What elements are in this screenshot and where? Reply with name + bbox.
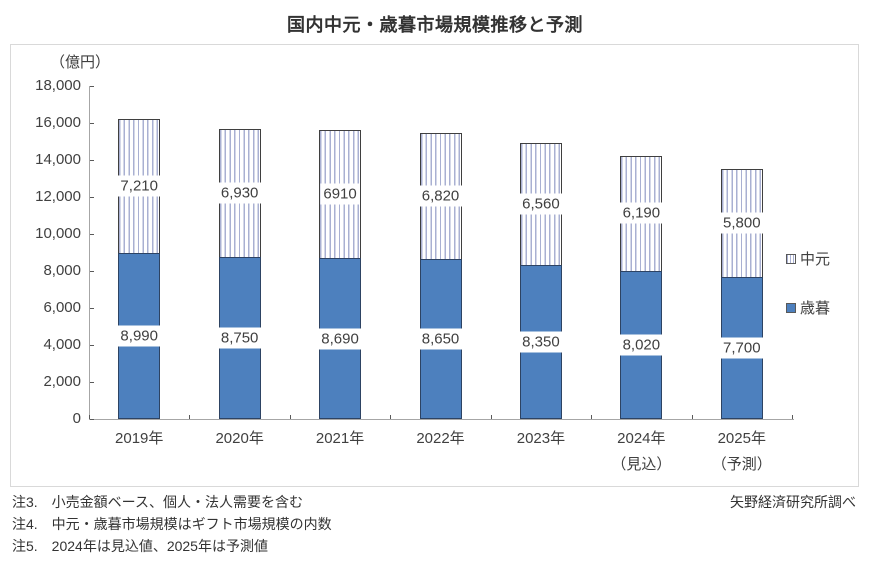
- data-label-chugen: 6,560: [519, 193, 563, 215]
- x-axis-tick: [591, 415, 593, 419]
- note-line-5: 注5. 2024年は見込値、2025年は予測値: [12, 538, 268, 554]
- plot-area: 0 2,000 4,000 6,000 8,000 10,000 12,000 14,000 1…: [35, 77, 794, 473]
- y-axis-tick-label: 14,000: [35, 151, 81, 168]
- x-axis-category-label: 2022年: [416, 430, 465, 447]
- y-axis-tick-label: 2,000: [43, 373, 81, 390]
- data-label-chugen: 7,210: [117, 175, 161, 197]
- y-axis-tick: [90, 122, 94, 124]
- data-label-seibo: 8,650: [418, 328, 463, 350]
- x-axis-category-label: 2019年: [115, 430, 164, 447]
- data-label-seibo: 8,690: [318, 328, 362, 350]
- data-label-seibo: 8,750: [217, 327, 262, 349]
- x-axis-category-label: 2021年: [315, 430, 365, 447]
- legend-label-chugen: 中元: [800, 251, 831, 268]
- chart-title: 国内中元・歳暮市場規模推移と予測: [287, 15, 583, 35]
- x-axis-tick: [189, 415, 191, 419]
- y-axis-tick: [90, 196, 94, 198]
- data-label-chugen: 6,930: [217, 182, 262, 204]
- y-axis-tick-label: 16,000: [35, 114, 81, 131]
- y-axis-unit-label: （億円）: [49, 54, 110, 71]
- y-axis-tick-label: 8,000: [43, 262, 81, 279]
- y-axis-tick-label: 4,000: [43, 336, 81, 353]
- data-label-chugen: 6910: [320, 183, 360, 205]
- y-axis-tick-label: 12,000: [35, 188, 81, 205]
- chugen-hatch-swatch-icon: [786, 253, 796, 264]
- data-label-chugen: 6,820: [418, 185, 463, 207]
- y-axis-tick-label: 6,000: [43, 299, 81, 316]
- x-axis-category-label: 2023年: [516, 430, 566, 447]
- x-axis-tick: [691, 415, 693, 419]
- x-axis-line: [89, 419, 794, 420]
- x-axis-tick: [792, 415, 793, 419]
- note-line-3: 注3. 小売金額ベース、個人・法人需要を含む: [12, 494, 303, 510]
- y-axis-tick: [90, 159, 94, 161]
- y-axis-tick: [90, 418, 94, 420]
- x-axis-tick: [390, 415, 392, 419]
- legend-label-seibo: 歳暮: [800, 300, 831, 317]
- data-label-chugen: 5,800: [720, 212, 764, 234]
- data-label-seibo: 8,350: [519, 331, 563, 353]
- legend-item-seibo: 歳暮: [786, 297, 830, 318]
- data-label-seibo: 8,990: [117, 325, 161, 347]
- seibo-solid-swatch-icon: [786, 302, 796, 313]
- y-axis-tick: [90, 270, 94, 272]
- y-axis-tick: [90, 233, 94, 235]
- y-axis-tick: [90, 85, 94, 87]
- data-label-seibo: 7,700: [720, 337, 764, 359]
- y-axis-line: [89, 86, 90, 420]
- source-credit: 矢野経済研究所調べ: [730, 494, 856, 510]
- legend: 中元 歳暮: [786, 248, 830, 346]
- y-axis-tick-label: 0: [72, 410, 81, 427]
- x-axis-category-label: 2024年: [617, 430, 666, 447]
- chart-figure: （億円） 0 2,000 4,000 6,000 8,000 10,000 12,000 14…: [10, 44, 859, 487]
- x-axis-tick: [490, 415, 492, 419]
- y-axis-tick: [90, 307, 94, 309]
- x-axis-tick: [289, 415, 291, 419]
- x-axis-category-sublabel: （見込）: [611, 456, 672, 473]
- legend-item-chugen: 中元: [786, 248, 830, 269]
- data-label-seibo: 8,020: [619, 334, 664, 356]
- x-axis-category-label: 2020年: [215, 430, 264, 447]
- footnotes: 注3. 小売金額ベース、個人・法人需要を含む 注4. 中元・歳暮市場規模はギフト…: [12, 491, 332, 557]
- y-axis-tick-label: 10,000: [35, 225, 81, 242]
- note-line-4: 注4. 中元・歳暮市場規模はギフト市場規模の内数: [12, 516, 332, 532]
- data-label-chugen: 6,190: [619, 202, 664, 224]
- x-axis-category-label: 2025年: [717, 430, 766, 447]
- x-axis-category-sublabel: （予測）: [711, 456, 772, 473]
- y-axis-tick: [90, 344, 94, 346]
- y-axis-tick-label: 18,000: [35, 77, 81, 94]
- y-axis-tick: [90, 381, 94, 383]
- x-axis-tick: [89, 415, 90, 419]
